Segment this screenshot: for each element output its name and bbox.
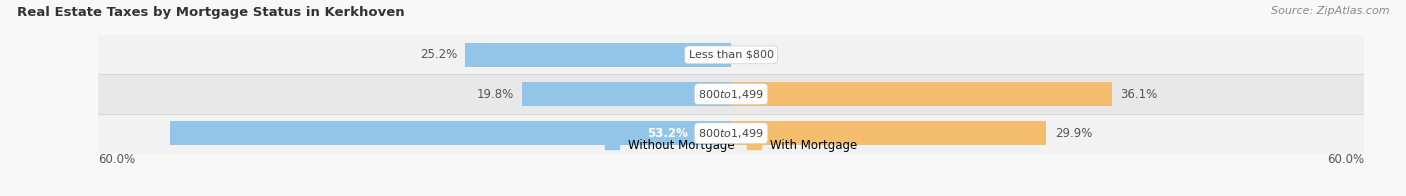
Legend: Without Mortgage, With Mortgage: Without Mortgage, With Mortgage <box>600 134 862 156</box>
Bar <box>98 35 1364 74</box>
Bar <box>731 121 1046 145</box>
Text: 60.0%: 60.0% <box>1327 153 1364 166</box>
Text: 36.1%: 36.1% <box>1121 88 1157 101</box>
Text: 19.8%: 19.8% <box>477 88 513 101</box>
Bar <box>731 82 1112 106</box>
Text: Less than $800: Less than $800 <box>689 50 773 60</box>
Text: 53.2%: 53.2% <box>647 127 688 140</box>
Bar <box>465 43 731 67</box>
Bar <box>523 82 731 106</box>
Bar <box>98 74 1364 114</box>
Bar <box>170 121 731 145</box>
Text: $800 to $1,499: $800 to $1,499 <box>699 88 763 101</box>
Text: 60.0%: 60.0% <box>98 153 135 166</box>
Text: 0.0%: 0.0% <box>740 48 769 61</box>
Bar <box>98 114 1364 153</box>
Text: Source: ZipAtlas.com: Source: ZipAtlas.com <box>1271 6 1389 16</box>
Text: $800 to $1,499: $800 to $1,499 <box>699 127 763 140</box>
Text: Real Estate Taxes by Mortgage Status in Kerkhoven: Real Estate Taxes by Mortgage Status in … <box>17 6 405 19</box>
Text: 25.2%: 25.2% <box>420 48 457 61</box>
Text: 29.9%: 29.9% <box>1054 127 1092 140</box>
